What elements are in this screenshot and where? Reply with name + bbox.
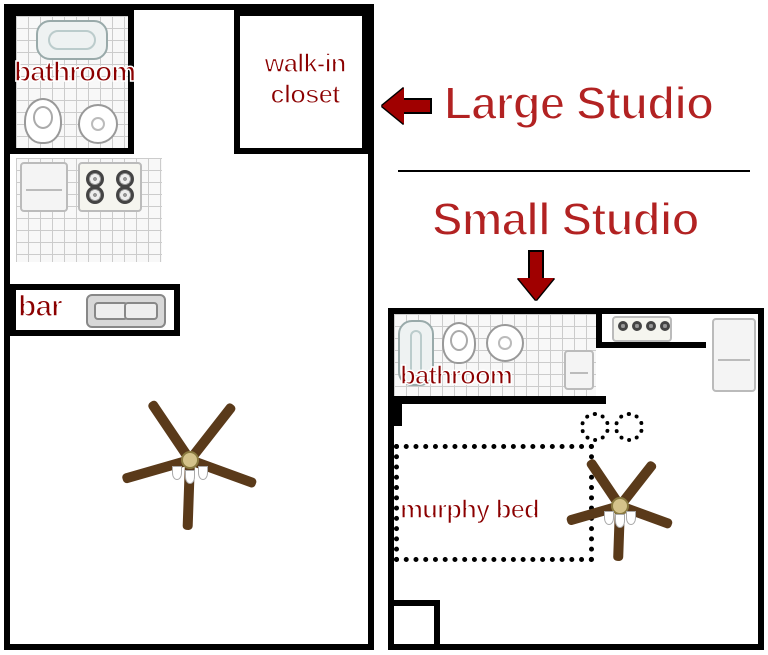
dotted-circle-2 <box>614 412 644 442</box>
small-mini-fridge-icon <box>564 350 594 390</box>
arrow-down-icon <box>518 250 554 300</box>
dotted-circle-1 <box>580 412 610 442</box>
bathtub-icon <box>36 20 108 60</box>
small-partition-3 <box>394 396 606 404</box>
bar-sink-icon <box>86 294 166 328</box>
title-divider <box>398 170 750 172</box>
bar-label: bar <box>18 290 62 324</box>
small-studio-title: Small Studio <box>432 192 699 246</box>
small-fridge-icon <box>712 318 756 392</box>
small-partition-4 <box>394 396 402 426</box>
small-toilet-icon <box>442 322 476 364</box>
large-studio-title: Large Studio <box>444 76 713 130</box>
sink-icon <box>78 104 118 144</box>
toilet-icon <box>24 98 62 144</box>
small-bathroom-label: bathroom <box>400 360 512 391</box>
large-bathroom-label: bathroom <box>14 56 135 88</box>
small-closet <box>394 600 440 644</box>
arrow-left-icon <box>382 88 432 124</box>
walk-in-closet-label: walk-in closet <box>250 48 360 110</box>
small-sink-icon <box>486 324 524 362</box>
mini-fridge-icon <box>20 162 68 212</box>
murphy-bed-label: murphy bed <box>400 494 539 525</box>
small-partition-2 <box>596 342 706 348</box>
stove-icon <box>78 162 142 212</box>
small-stove-icon <box>612 316 672 342</box>
